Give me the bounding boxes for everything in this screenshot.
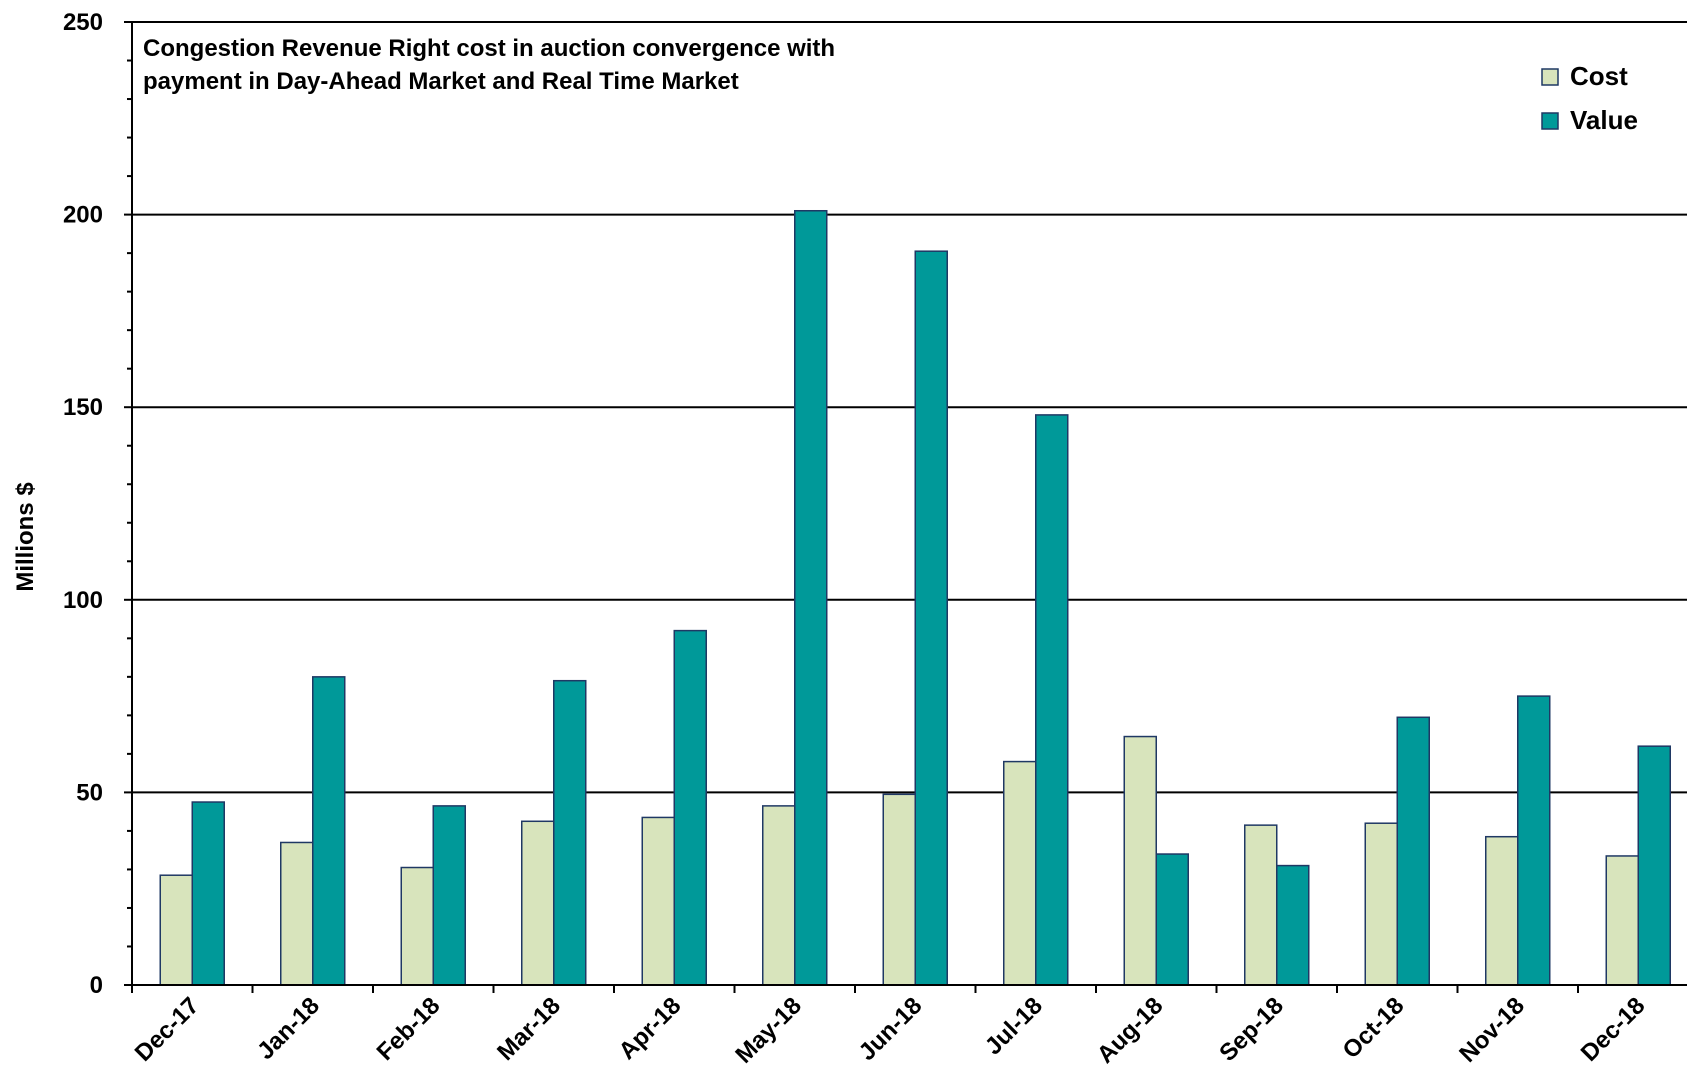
bar-value-jul-18	[1035, 414, 1069, 986]
bar-value-dec-17	[191, 801, 225, 986]
x-tick-label: Dec-18	[1576, 992, 1651, 1067]
legend-label-cost: Cost	[1570, 61, 1628, 91]
bar-value-may-18	[794, 209, 828, 986]
y-tick-label: 0	[90, 972, 103, 999]
bar-cost-nov-18	[1485, 835, 1519, 986]
bar-cost-jul-18	[1003, 760, 1037, 986]
bar-cost-aug-18	[1123, 735, 1157, 986]
bar-value-sep-18	[1276, 864, 1310, 986]
bar-value-nov-18	[1517, 695, 1551, 986]
x-tick-label: Apr-18	[614, 992, 687, 1065]
legend-label-value: Value	[1570, 105, 1638, 135]
bar-value-feb-18	[432, 805, 466, 986]
x-tick-label: May-18	[730, 992, 807, 1069]
axes	[124, 21, 1687, 993]
bar-cost-dec-17	[159, 874, 193, 986]
bar-value-dec-18	[1637, 745, 1671, 986]
bar-cost-may-18	[762, 805, 796, 986]
x-tick-label: Feb-18	[372, 992, 446, 1066]
bar-value-jun-18	[914, 250, 948, 986]
x-tick-label: Jun-18	[854, 992, 928, 1066]
x-tick-label: Dec-17	[130, 992, 205, 1067]
bar-cost-apr-18	[641, 816, 675, 986]
x-tick-label: Sep-18	[1214, 992, 1289, 1067]
legend-swatch-value	[1541, 112, 1559, 130]
y-tick-label: 100	[63, 587, 103, 614]
bar-cost-feb-18	[400, 866, 434, 986]
legend: Cost Value	[1541, 61, 1638, 135]
bar-cost-jan-18	[280, 841, 314, 986]
bar-cost-oct-18	[1364, 822, 1398, 986]
y-tick-label: 150	[63, 394, 103, 421]
y-tick-label: 250	[63, 9, 103, 36]
x-tick-label: Jan-18	[252, 992, 325, 1065]
bar-value-jan-18	[312, 676, 346, 986]
legend-swatch-cost	[1541, 68, 1559, 86]
bars	[159, 209, 1671, 986]
bar-value-oct-18	[1396, 716, 1430, 986]
y-tick-label: 200	[63, 202, 103, 229]
chart-title-line-2: payment in Day-Ahead Market and Real Tim…	[143, 68, 739, 95]
y-tick-labels: 0 50 100 150 200 250	[63, 9, 103, 999]
y-axis-label: Millions $	[12, 482, 39, 592]
bar-value-mar-18	[553, 679, 587, 986]
gridlines	[132, 21, 1687, 794]
chart-title-line-1: Congestion Revenue Right cost in auction…	[143, 35, 835, 62]
bar-cost-dec-18	[1605, 855, 1639, 986]
bar-value-apr-18	[673, 629, 707, 986]
bar-cost-mar-18	[521, 820, 555, 986]
bar-cost-jun-18	[882, 793, 916, 986]
x-tick-label: Oct-18	[1338, 992, 1410, 1064]
bar-cost-sep-18	[1244, 824, 1278, 986]
x-tick-labels: Dec-17 Jan-18 Feb-18 Mar-18 Apr-18 May-18 Jun-…	[130, 992, 1651, 1069]
y-tick-label: 50	[76, 779, 103, 806]
x-tick-label: Jul-18	[980, 992, 1048, 1060]
x-tick-label: Aug-18	[1092, 992, 1169, 1069]
x-tick-label: Nov-18	[1454, 992, 1530, 1068]
bar-value-aug-18	[1155, 853, 1189, 986]
x-tick-label: Mar-18	[492, 992, 566, 1066]
